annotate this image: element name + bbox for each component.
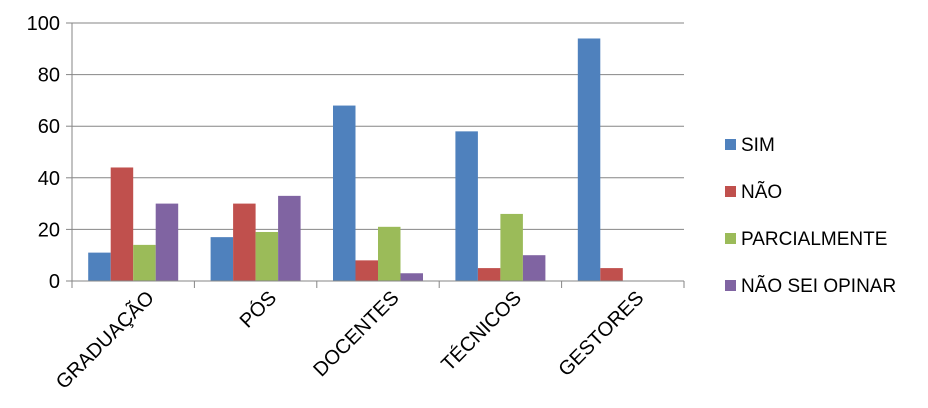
bar-n-o-1 [233,203,256,281]
y-tick-label: 100 [27,13,60,35]
bar-sim-1 [210,237,234,281]
bar-n-o-0 [110,167,134,281]
y-tick-label: 20 [38,219,60,241]
y-axis: 0 20 40 60 80 100 [27,13,73,293]
x-tick-label: GRADUAÇÃO [51,286,159,394]
bar-n-o-sei-opinar-2 [400,273,423,281]
x-tick-label: PÓS [235,286,281,332]
legend-label: NÃO SEI OPINAR [741,275,896,297]
bar-n-o-4 [600,268,623,281]
x-tick-label: DOCENTES [309,287,403,381]
bar-n-o-2 [355,260,378,281]
legend: SIM NÃO PARCIALMENTE NÃO SEI OPINAR [725,135,896,297]
x-tick-label: GESTORES [554,287,648,381]
bar-sim-2 [333,105,356,281]
y-tick-label: 60 [38,116,60,138]
bar-parcialmente-3 [500,213,523,281]
x-axis: GRADUAÇÃO PÓS DOCENTES TÉCNICOS GESTORES [51,280,685,394]
bar-sim-4 [577,38,601,282]
legend-swatch [725,139,736,150]
bar-parcialmente-2 [378,226,401,281]
bars [88,38,623,282]
bar-parcialmente-1 [255,231,279,281]
y-tick-label: 40 [38,168,60,190]
legend-label: PARCIALMENTE [741,229,887,250]
bar-n-o-sei-opinar-0 [155,203,179,281]
bar-n-o-sei-opinar-1 [278,195,301,281]
bar-parcialmente-0 [133,244,156,281]
legend-swatch [725,280,736,291]
bar-sim-3 [455,131,478,281]
bar-n-o-3 [477,268,501,281]
y-tick-label: 80 [38,65,60,87]
bar-n-o-sei-opinar-3 [522,255,546,281]
legend-swatch [725,233,736,244]
legend-label: NÃO [741,181,782,203]
y-tick-label: 0 [49,271,60,293]
legend-label: SIM [741,135,775,156]
bar-sim-0 [88,252,111,281]
x-tick-label: TÉCNICOS [437,286,526,375]
legend-swatch [725,186,736,197]
